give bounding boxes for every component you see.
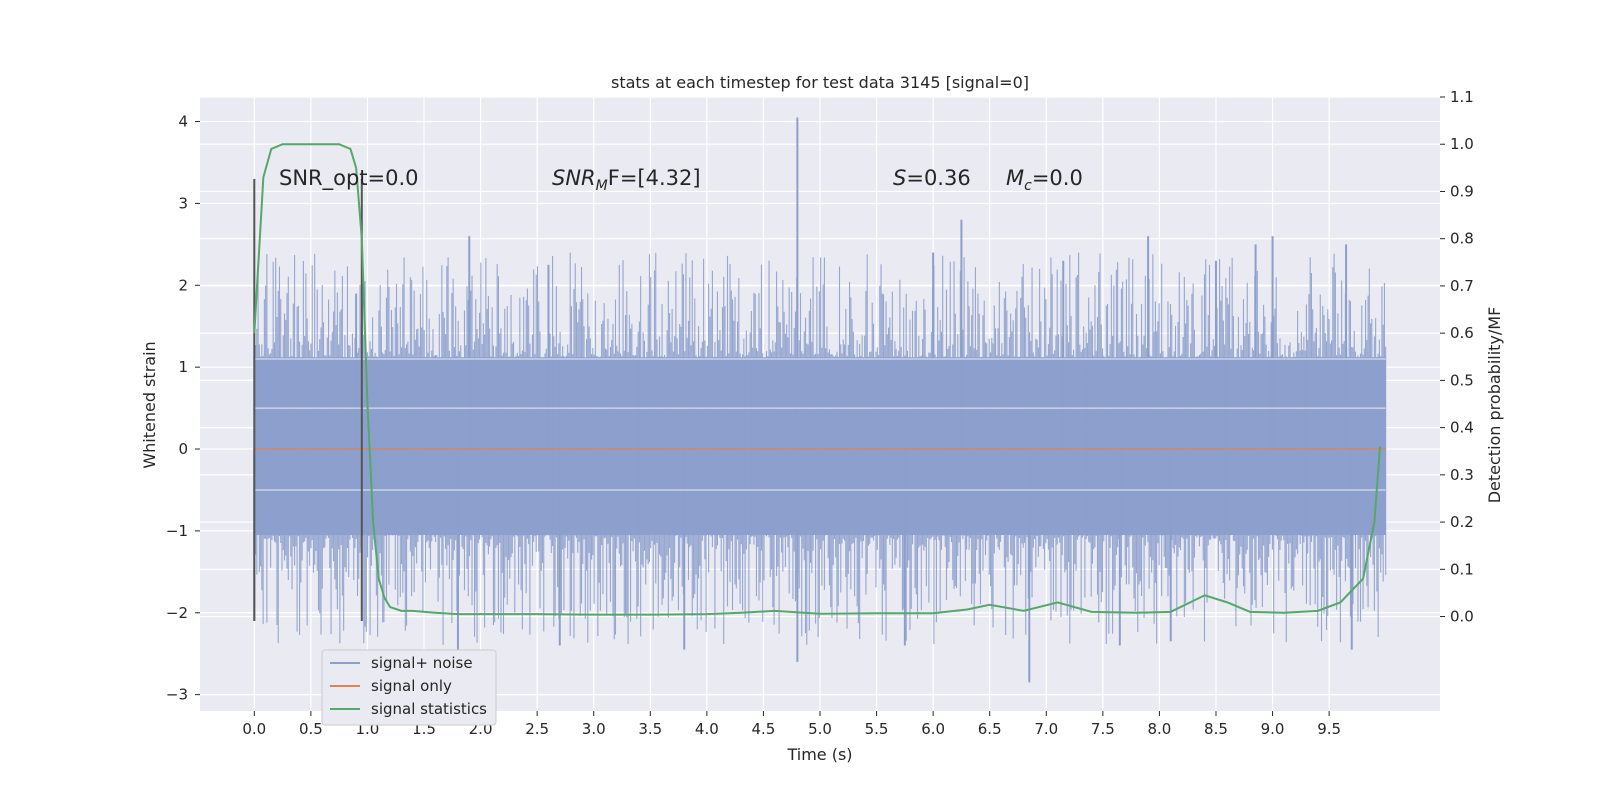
x-tick-label: 5.5 bbox=[865, 720, 889, 738]
y-right-tick-label: 0.2 bbox=[1450, 513, 1474, 531]
annotation-s: S=0.36 bbox=[893, 166, 971, 190]
x-tick-label: 2.5 bbox=[525, 720, 549, 738]
x-tick-label: 3.5 bbox=[638, 720, 662, 738]
y-right-tick-label: 0.9 bbox=[1450, 182, 1474, 200]
y-right-tick-label: 0.4 bbox=[1450, 419, 1474, 437]
y-right-tick-label: 0.8 bbox=[1450, 230, 1474, 248]
x-tick-label: 6.0 bbox=[921, 720, 945, 738]
y-right-axis-ticks: 0.0 0.1 0.2 0.3 0.4 0.5 0.6 0.7 0.8 0.9 1.0 1.1 bbox=[1440, 88, 1474, 626]
x-tick-label: 0.0 bbox=[242, 720, 266, 738]
x-tick-label: 4.0 bbox=[695, 720, 719, 738]
legend-label-signal-statistics: signal statistics bbox=[371, 700, 487, 718]
y-right-tick-label: 0.1 bbox=[1450, 560, 1474, 578]
y-axis-ticks: −3 −2 −1 0 1 2 3 4 bbox=[166, 113, 200, 704]
x-tick-label: 7.0 bbox=[1034, 720, 1058, 738]
annotation-snr-mf-main: SNR bbox=[552, 166, 596, 190]
y-right-tick-label: 0.5 bbox=[1450, 371, 1474, 389]
y-tick-label: 4 bbox=[178, 113, 188, 131]
x-tick-label: 0.5 bbox=[299, 720, 323, 738]
y-right-tick-label: 0.3 bbox=[1450, 466, 1474, 484]
legend: signal+ noise signal only signal statist… bbox=[321, 649, 497, 726]
x-tick-label: 9.0 bbox=[1261, 720, 1285, 738]
chart-title: stats at each timestep for test data 314… bbox=[611, 73, 1029, 92]
y-right-tick-label: 0.0 bbox=[1450, 608, 1474, 626]
annotation-mc-sub: c bbox=[1024, 178, 1032, 194]
x-tick-label: 6.5 bbox=[978, 720, 1002, 738]
x-tick-label: 9.5 bbox=[1317, 720, 1341, 738]
signal-statistics-line bbox=[253, 143, 1382, 616]
y-tick-label: −3 bbox=[166, 686, 188, 704]
x-tick-label: 3.0 bbox=[582, 720, 606, 738]
x-axis-label: Time (s) bbox=[786, 745, 852, 764]
y-tick-label: 3 bbox=[178, 194, 188, 212]
annotation-snr-opt: SNR_opt=0.0 bbox=[279, 166, 419, 191]
x-tick-label: 4.5 bbox=[752, 720, 776, 738]
legend-box bbox=[321, 649, 497, 726]
annotation-mc-rest: =0.0 bbox=[1032, 166, 1083, 190]
annotation-mc-main: M bbox=[1006, 166, 1024, 190]
x-tick-label: 7.5 bbox=[1091, 720, 1115, 738]
legend-label-signal-only: signal only bbox=[371, 677, 452, 695]
y-axis-label: Whitened strain bbox=[140, 341, 159, 468]
annotation-s-rest: =0.36 bbox=[906, 166, 970, 190]
y-tick-label: −2 bbox=[166, 604, 188, 622]
y-tick-label: −1 bbox=[166, 522, 188, 540]
y-right-axis-label: Detection probability/MF bbox=[1485, 307, 1504, 504]
x-tick-label: 5.0 bbox=[808, 720, 832, 738]
annotation-snr-mf-rest: F=[4.32] bbox=[608, 166, 701, 190]
series-signal-statistics bbox=[253, 143, 1382, 616]
annotation-snr-mf: SNRMF=[4.32] bbox=[552, 166, 701, 194]
annotation-mc: Mc=0.0 bbox=[1006, 166, 1083, 194]
legend-label-signal-noise: signal+ noise bbox=[371, 654, 473, 672]
x-tick-label: 8.5 bbox=[1204, 720, 1228, 738]
plot-area bbox=[253, 117, 1387, 683]
series-signal-noise bbox=[253, 117, 1387, 683]
annotation-snr-mf-sub: M bbox=[596, 178, 608, 194]
y-tick-label: 2 bbox=[178, 276, 188, 294]
y-tick-label: 1 bbox=[178, 358, 188, 376]
y-right-tick-label: 1.1 bbox=[1450, 88, 1474, 106]
y-right-tick-label: 0.7 bbox=[1450, 277, 1474, 295]
y-right-tick-label: 0.6 bbox=[1450, 324, 1474, 342]
y-tick-label: 0 bbox=[178, 440, 188, 458]
annotation-s-main: S bbox=[893, 166, 906, 190]
x-tick-label: 8.0 bbox=[1147, 720, 1171, 738]
y-right-tick-label: 1.0 bbox=[1450, 135, 1474, 153]
